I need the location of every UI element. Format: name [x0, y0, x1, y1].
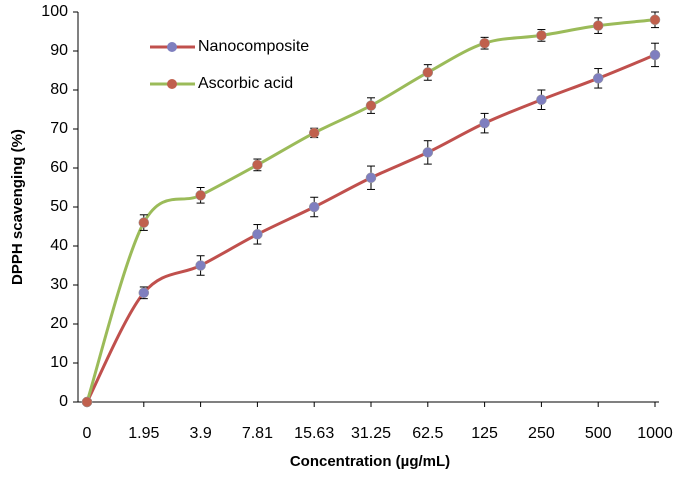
marker: [479, 117, 490, 129]
marker: [422, 147, 434, 158]
marker: [592, 20, 604, 31]
marker: [422, 67, 434, 78]
y-tick-label: 60: [50, 159, 68, 176]
x-tick-label: 0: [83, 425, 92, 442]
y-tick-label: 30: [50, 276, 68, 293]
marker: [365, 172, 377, 183]
marker: [195, 190, 206, 201]
marker: [81, 396, 93, 408]
series-line: [85, 53, 656, 403]
x-tick-label: 1.95: [128, 425, 159, 442]
y-tick-label: 80: [50, 81, 68, 98]
x-tick-label: 31.25: [351, 425, 391, 442]
y-tick-label: 100: [41, 3, 68, 20]
series-line: [85, 18, 656, 403]
y-tick-label: 40: [50, 237, 68, 254]
marker: [308, 127, 320, 139]
marker: [138, 287, 150, 299]
marker: [479, 37, 490, 49]
y-tick-label: 0: [59, 393, 68, 410]
x-tick-label: 500: [585, 425, 612, 442]
x-tick-label: 3.9: [189, 425, 211, 442]
x-axis-label: Concentration (µg/mL): [290, 453, 450, 470]
x-tick-label: 250: [528, 425, 555, 442]
marker: [365, 100, 377, 111]
legend-label: Ascorbic acid: [198, 75, 293, 92]
marker: [536, 30, 547, 41]
y-tick-label: 90: [50, 42, 68, 59]
marker: [195, 260, 206, 271]
marker: [536, 94, 547, 105]
marker: [308, 201, 320, 213]
marker: [649, 49, 661, 61]
x-tick-label: 62.5: [412, 425, 443, 442]
legend-marker: [167, 42, 177, 52]
y-axis-label: DPPH scavenging (%): [9, 129, 26, 285]
marker: [138, 217, 150, 228]
x-tick-label: 125: [471, 425, 498, 442]
x-tick-label: 7.81: [242, 425, 273, 442]
marker: [592, 73, 604, 84]
marker: [252, 229, 263, 240]
legend-label: Nanocomposite: [198, 38, 309, 55]
y-tick-label: 50: [50, 198, 68, 215]
x-tick-label: 15.63: [294, 425, 334, 442]
marker: [252, 159, 263, 171]
y-tick-label: 20: [50, 315, 68, 332]
y-tick-label: 70: [50, 120, 68, 137]
x-tick-label: 1000: [637, 425, 673, 442]
marker: [649, 14, 661, 26]
legend-marker: [167, 79, 177, 89]
y-tick-label: 10: [50, 354, 68, 371]
